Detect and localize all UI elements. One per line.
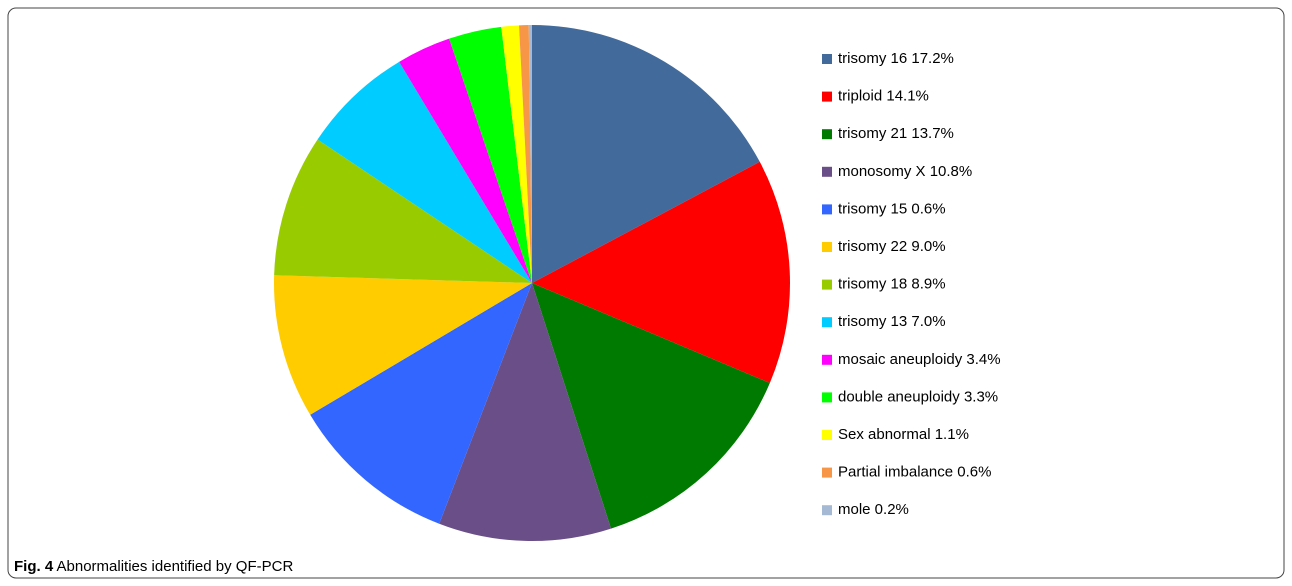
- legend-swatch: [822, 129, 832, 140]
- pie-slice: [532, 161, 790, 383]
- pie-slice: [399, 38, 532, 283]
- pie-slice: [310, 283, 532, 524]
- legend-label: trisomy 16 17.2%: [838, 50, 954, 67]
- legend-swatch: [822, 430, 832, 440]
- caption-text: Abnormalities identified by QF-PCR: [57, 558, 294, 575]
- legend-label: mole 0.2%: [838, 501, 909, 518]
- legend-label: monosomy X 10.8%: [838, 163, 972, 180]
- pie-slice: [274, 139, 532, 283]
- legend-swatch: [822, 166, 832, 177]
- caption-label: Fig. 4: [14, 558, 54, 575]
- legend-swatch: [822, 279, 832, 290]
- legend-swatch: [822, 242, 832, 252]
- legend-swatch: [822, 317, 832, 328]
- legend-label: trisomy 13 7.0%: [838, 313, 946, 330]
- legend-label: Sex abnormal 1.1%: [838, 426, 969, 443]
- pie-slice: [449, 26, 532, 283]
- pie-slice: [532, 25, 760, 283]
- legend-swatch: [822, 54, 832, 64]
- pie-slice: [528, 25, 532, 283]
- pie-slice: [519, 25, 532, 283]
- legend-swatch: [822, 204, 832, 215]
- legend-swatch: [822, 91, 832, 102]
- pie-slice: [439, 283, 612, 541]
- legend-label: Partial imbalance 0.6%: [838, 464, 991, 481]
- caption: Fig. 4 Abnormalities identified by QF-PC…: [14, 558, 293, 575]
- legend-label: trisomy 15 0.6%: [838, 200, 946, 217]
- pie-slice: [501, 25, 532, 284]
- legend-label: mosaic aneuploidy 3.4%: [838, 351, 1001, 368]
- legend-swatch: [822, 505, 832, 516]
- legend-swatch: [822, 354, 832, 365]
- legend-swatch: [822, 467, 832, 478]
- legend-label: trisomy 22 9.0%: [838, 238, 946, 255]
- legend-label: double aneuploidy 3.3%: [838, 388, 998, 405]
- pie-slice: [273, 275, 532, 415]
- pie-slice: [532, 283, 770, 529]
- legend-label: trisomy 18 8.9%: [838, 276, 946, 293]
- legend-label: triploid 14.1%: [838, 88, 929, 105]
- legend-label: trisomy 21 13.7%: [838, 125, 954, 142]
- pie-slice: [317, 61, 532, 284]
- legend-swatch: [822, 392, 832, 403]
